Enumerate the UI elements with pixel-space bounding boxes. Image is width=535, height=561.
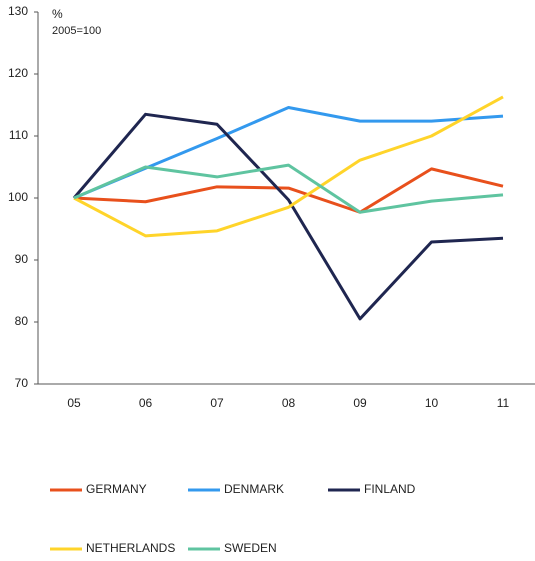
x-tick-label: 06 xyxy=(139,396,153,410)
x-tick-label: 07 xyxy=(210,396,224,410)
legend-label: SWEDEN xyxy=(224,541,277,555)
y-tick-label: 130 xyxy=(8,4,28,18)
x-tick-label: 11 xyxy=(497,396,510,410)
series-line xyxy=(73,167,504,214)
y-tick-label: 70 xyxy=(15,376,29,390)
y-tick-label: 120 xyxy=(8,66,28,80)
annotation: % xyxy=(52,7,63,21)
annotation: 2005=100 xyxy=(52,25,101,37)
legend-label: DENMARK xyxy=(224,482,284,496)
y-tick-label: 90 xyxy=(15,252,29,266)
x-tick-label: 08 xyxy=(282,396,296,410)
legend-label: GERMANY xyxy=(86,482,147,496)
legend-label: NETHERLANDS xyxy=(86,541,175,555)
x-tick-label: 05 xyxy=(67,396,81,410)
legend-label: FINLAND xyxy=(364,482,416,496)
series-line xyxy=(73,95,504,238)
y-tick-label: 100 xyxy=(8,190,28,204)
y-tick-label: 110 xyxy=(9,128,28,142)
series-line xyxy=(73,163,504,214)
x-tick-label: 09 xyxy=(353,396,367,410)
series-line xyxy=(72,112,504,321)
x-tick-label: 10 xyxy=(425,396,439,410)
y-tick-label: 80 xyxy=(15,314,29,328)
